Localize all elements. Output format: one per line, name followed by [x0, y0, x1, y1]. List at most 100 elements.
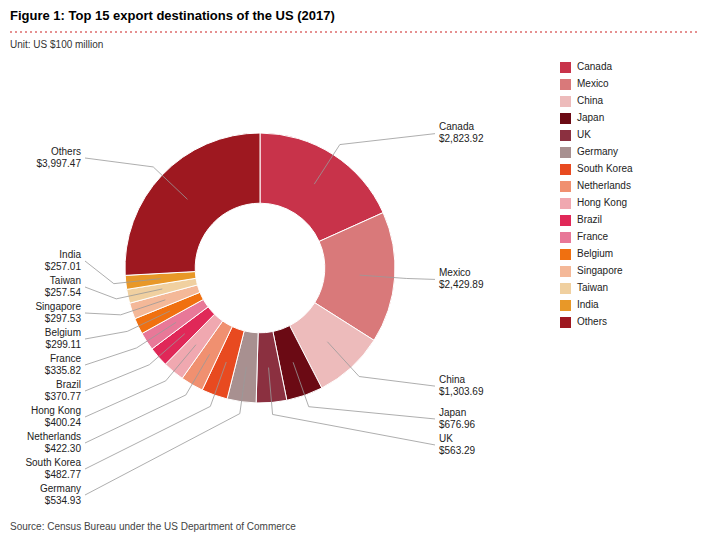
legend-label: Netherlands [577, 180, 631, 191]
legend: Canada Mexico China Japan UK Germany South Kor… [560, 61, 633, 328]
legend-label: Singapore [577, 265, 623, 276]
legend-swatch [560, 215, 571, 226]
legend-swatch [560, 181, 571, 192]
legend-item: Hong Kong [560, 197, 627, 209]
legend-item: Germany [560, 146, 618, 158]
legend-label: Taiwan [577, 282, 608, 293]
leader-line [85, 354, 210, 443]
legend-item: Canada [560, 61, 612, 73]
leader-line [85, 322, 176, 365]
data-label-name: Others [51, 146, 81, 157]
title: Figure 1: Top 15 export destinations of … [10, 8, 335, 23]
legend-item: Mexico [560, 78, 609, 90]
leader-line [85, 261, 161, 284]
leader-line [85, 300, 165, 315]
leader-line [85, 334, 185, 391]
title-rule [10, 32, 699, 33]
slice [256, 332, 287, 403]
legend-swatch [560, 300, 571, 311]
data-label-name: Germany [40, 483, 81, 494]
legend-label: India [577, 299, 599, 310]
legend-label: Mexico [577, 78, 609, 89]
legend-swatch [560, 113, 571, 124]
data-label-name: Mexico [439, 267, 471, 278]
data-label: $400.24 [45, 417, 82, 428]
leader-line [293, 362, 435, 419]
leader-line [85, 287, 162, 299]
legend-item: UK [560, 129, 591, 141]
data-label: $299.11 [46, 339, 82, 350]
data-label: $335.82 [45, 365, 82, 376]
data-label-name: Singapore [35, 301, 81, 312]
chart-container: Figure 1: Top 15 export destinations of … [0, 0, 709, 540]
legend-swatch [560, 198, 571, 209]
legend-swatch [560, 283, 571, 294]
leader-line [85, 158, 187, 199]
legend-item: South Korea [560, 163, 633, 175]
legend-label: Canada [577, 61, 612, 72]
data-label: $257.54 [45, 287, 82, 298]
data-labels: Canada$2,823.92Mexico$2,429.89China$1,30… [25, 121, 484, 505]
legend-swatch [560, 130, 571, 141]
slices [125, 133, 395, 403]
legend-item: Netherlands [560, 180, 631, 192]
legend-item: China [560, 95, 604, 107]
leader-line [360, 275, 435, 279]
subtitle: Unit: US $100 million [10, 39, 103, 50]
leader-line [269, 368, 435, 445]
leader-line [85, 345, 196, 417]
legend-swatch [560, 96, 571, 107]
data-label: $1,303.69 [439, 386, 484, 397]
data-label-name: Hong Kong [31, 405, 81, 416]
leader-line [327, 342, 435, 386]
data-label: $676.96 [439, 419, 476, 430]
data-label-name: Netherlands [27, 431, 81, 442]
legend-item: Taiwan [560, 282, 608, 294]
data-label-name: Belgium [45, 327, 81, 338]
legend-swatch [560, 249, 571, 260]
leader-line [85, 367, 246, 495]
legend-label: Belgium [577, 248, 613, 259]
legend-item: Belgium [560, 248, 613, 260]
data-label: $2,429.89 [439, 279, 484, 290]
annotation: Source: Census Bureau under the US Depar… [10, 521, 296, 532]
data-label: $2,823.92 [439, 133, 484, 144]
legend-item: Others [560, 316, 607, 328]
legend-item: Brazil [560, 214, 602, 226]
data-label-name: South Korea [25, 457, 81, 468]
legend-label: Hong Kong [577, 197, 627, 208]
legend-label: Japan [577, 112, 604, 123]
legend-label: UK [577, 129, 591, 140]
leader-line [85, 362, 226, 469]
chart: Figure 1: Top 15 export destinations of … [0, 0, 709, 540]
legend-label: Brazil [577, 214, 602, 225]
legend-label: China [577, 95, 604, 106]
legend-swatch [560, 164, 571, 175]
data-label-name: Japan [439, 407, 466, 418]
data-label-name: Canada [439, 121, 474, 132]
data-label: $482.77 [45, 469, 82, 480]
data-label-name: UK [439, 433, 453, 444]
legend-swatch [560, 266, 571, 277]
legend-swatch [560, 147, 571, 158]
data-label: $534.93 [45, 495, 82, 506]
data-label-name: Taiwan [50, 275, 81, 286]
slice [125, 133, 260, 275]
legend-label: Others [577, 316, 607, 327]
legend-label: South Korea [577, 163, 633, 174]
data-label: $3,997.47 [37, 158, 82, 169]
data-label: $257.01 [45, 261, 82, 272]
data-label: $297.53 [45, 313, 82, 324]
data-label: $422.30 [45, 443, 82, 454]
legend-swatch [560, 79, 571, 90]
data-label-name: India [59, 249, 81, 260]
legend-swatch [560, 62, 571, 73]
legend-item: Singapore [560, 265, 623, 277]
legend-swatch [560, 232, 571, 243]
data-label-name: France [50, 353, 82, 364]
leader-line [85, 311, 170, 339]
legend-item: India [560, 299, 599, 311]
legend-label: France [577, 231, 609, 242]
legend-item: France [560, 231, 609, 243]
legend-label: Germany [577, 146, 618, 157]
